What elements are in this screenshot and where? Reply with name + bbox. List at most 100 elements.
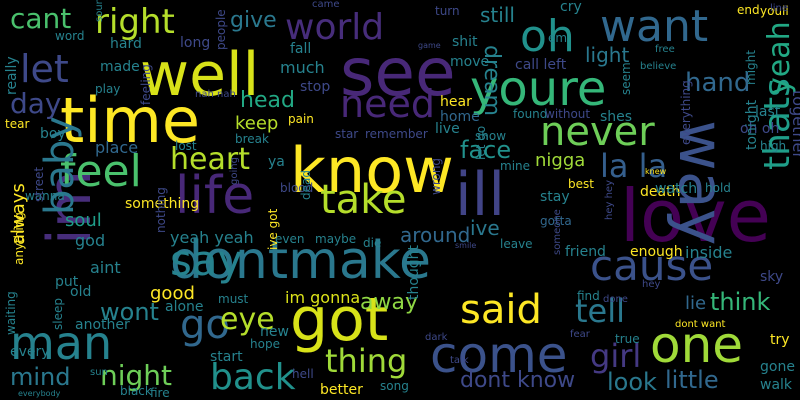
cloud-word: maybe: [315, 232, 357, 246]
cloud-word: time: [60, 84, 201, 157]
cloud-word: world: [285, 7, 385, 48]
cloud-word: face: [460, 136, 512, 164]
cloud-word: think: [710, 288, 771, 316]
cloud-word: found: [513, 107, 548, 121]
cloud-word: oh oh: [740, 121, 780, 137]
cloud-word: another: [75, 317, 130, 333]
cloud-word: everybody: [18, 389, 61, 398]
cloud-word: yeah yeah: [170, 228, 254, 247]
cloud-word: must: [218, 292, 249, 306]
cloud-word: thing: [325, 342, 408, 380]
cloud-word: break: [235, 132, 269, 146]
cloud-word: dont want: [675, 319, 726, 330]
cloud-word: wrong: [429, 157, 443, 195]
cloud-word: im gonna: [285, 288, 361, 307]
cloud-word: gone: [760, 359, 795, 375]
cloud-word: even: [275, 232, 305, 246]
cloud-word: believe: [640, 61, 677, 72]
cloud-word: one: [650, 316, 744, 374]
cloud-word: live: [435, 121, 460, 137]
cloud-word: walk: [760, 377, 793, 393]
cloud-word: well: [140, 40, 260, 110]
cloud-word: alone: [165, 299, 204, 315]
cloud-word: seem: [619, 62, 633, 95]
cloud-word: still: [480, 3, 515, 27]
cloud-word: gotta: [540, 214, 572, 228]
cloud-word: cant: [10, 2, 72, 35]
cloud-word: die: [363, 236, 382, 250]
cloud-word: turn: [435, 4, 460, 18]
cloud-word: every: [10, 344, 50, 360]
cloud-word: got: [290, 285, 389, 355]
cloud-word: something: [125, 196, 200, 212]
cloud-word: enough: [630, 244, 683, 260]
cloud-word: show: [475, 129, 507, 143]
cloud-word: remember: [365, 127, 428, 141]
cloud-word: better: [320, 382, 363, 398]
cloud-word: little: [665, 366, 719, 394]
cloud-word: let go: [474, 125, 488, 160]
cloud-word: tear: [5, 117, 30, 131]
cloud-word: move: [450, 54, 490, 70]
cloud-word: leave: [500, 237, 533, 251]
cloud-word: really: [4, 56, 20, 95]
cloud-word: shit: [452, 34, 478, 50]
cloud-word: night: [100, 359, 173, 392]
cloud-word: star: [335, 127, 359, 141]
cloud-word: nah nah: [195, 89, 236, 100]
cloud-word: last: [755, 104, 781, 120]
cloud-word: stop: [300, 79, 331, 95]
cloud-word: nigga: [535, 150, 586, 171]
cloud-word: came: [312, 0, 340, 10]
cloud-word: around: [400, 223, 471, 247]
cloud-word: light: [585, 43, 630, 67]
cloud-word: smile: [455, 241, 477, 250]
cloud-word: best: [568, 177, 594, 191]
cloud-word: right: [95, 2, 175, 42]
cloud-word: together: [789, 90, 800, 159]
cloud-word: line: [770, 3, 789, 14]
cloud-word: take: [320, 177, 407, 223]
cloud-word: dead: [299, 170, 313, 200]
cloud-word: tell: [575, 292, 626, 330]
cloud-word: fear: [570, 329, 590, 340]
cloud-word: man: [10, 316, 113, 370]
cloud-word: good: [150, 283, 195, 304]
cloud-word: long: [180, 35, 211, 51]
cloud-word: word: [55, 29, 85, 43]
cloud-word: keep: [235, 113, 279, 134]
cloud-word: la la: [600, 147, 668, 185]
cloud-word: sound: [94, 0, 105, 22]
cloud-word: head: [240, 88, 295, 113]
cloud-word: wanna: [25, 189, 65, 203]
cloud-word: need: [340, 82, 435, 126]
cloud-word: hear: [440, 94, 472, 110]
cloud-word: come: [430, 326, 568, 384]
cloud-word: know: [290, 134, 454, 207]
cloud-word: knew: [645, 167, 667, 176]
cloud-word: tonight: [744, 99, 760, 150]
cloud-word: true: [615, 332, 640, 346]
cloud-word: song: [380, 379, 409, 393]
cloud-word: place: [95, 138, 139, 157]
cloud-word: mind: [10, 363, 71, 391]
cloud-word: home: [440, 109, 480, 125]
cloud-word: high: [760, 139, 787, 153]
cloud-word: away: [360, 290, 418, 315]
cloud-word: never: [540, 109, 655, 155]
cloud-word: aint: [90, 258, 121, 277]
cloud-word: watch: [655, 181, 698, 197]
cloud-word: talk: [450, 355, 469, 366]
cloud-word: youre: [470, 61, 607, 117]
cloud-word: dontmake: [170, 231, 431, 291]
cloud-word: going: [229, 157, 240, 185]
cloud-word: old: [70, 284, 92, 300]
cloud-word: put: [55, 274, 79, 290]
cloud-word: sky: [760, 269, 784, 285]
cloud-word: call left: [515, 57, 567, 73]
cloud-word: said: [460, 287, 542, 333]
cloud-word: sleep: [51, 298, 65, 330]
cloud-word: say: [170, 236, 243, 285]
cloud-word: feeling: [139, 64, 153, 105]
cloud-word: waiting: [4, 291, 18, 335]
